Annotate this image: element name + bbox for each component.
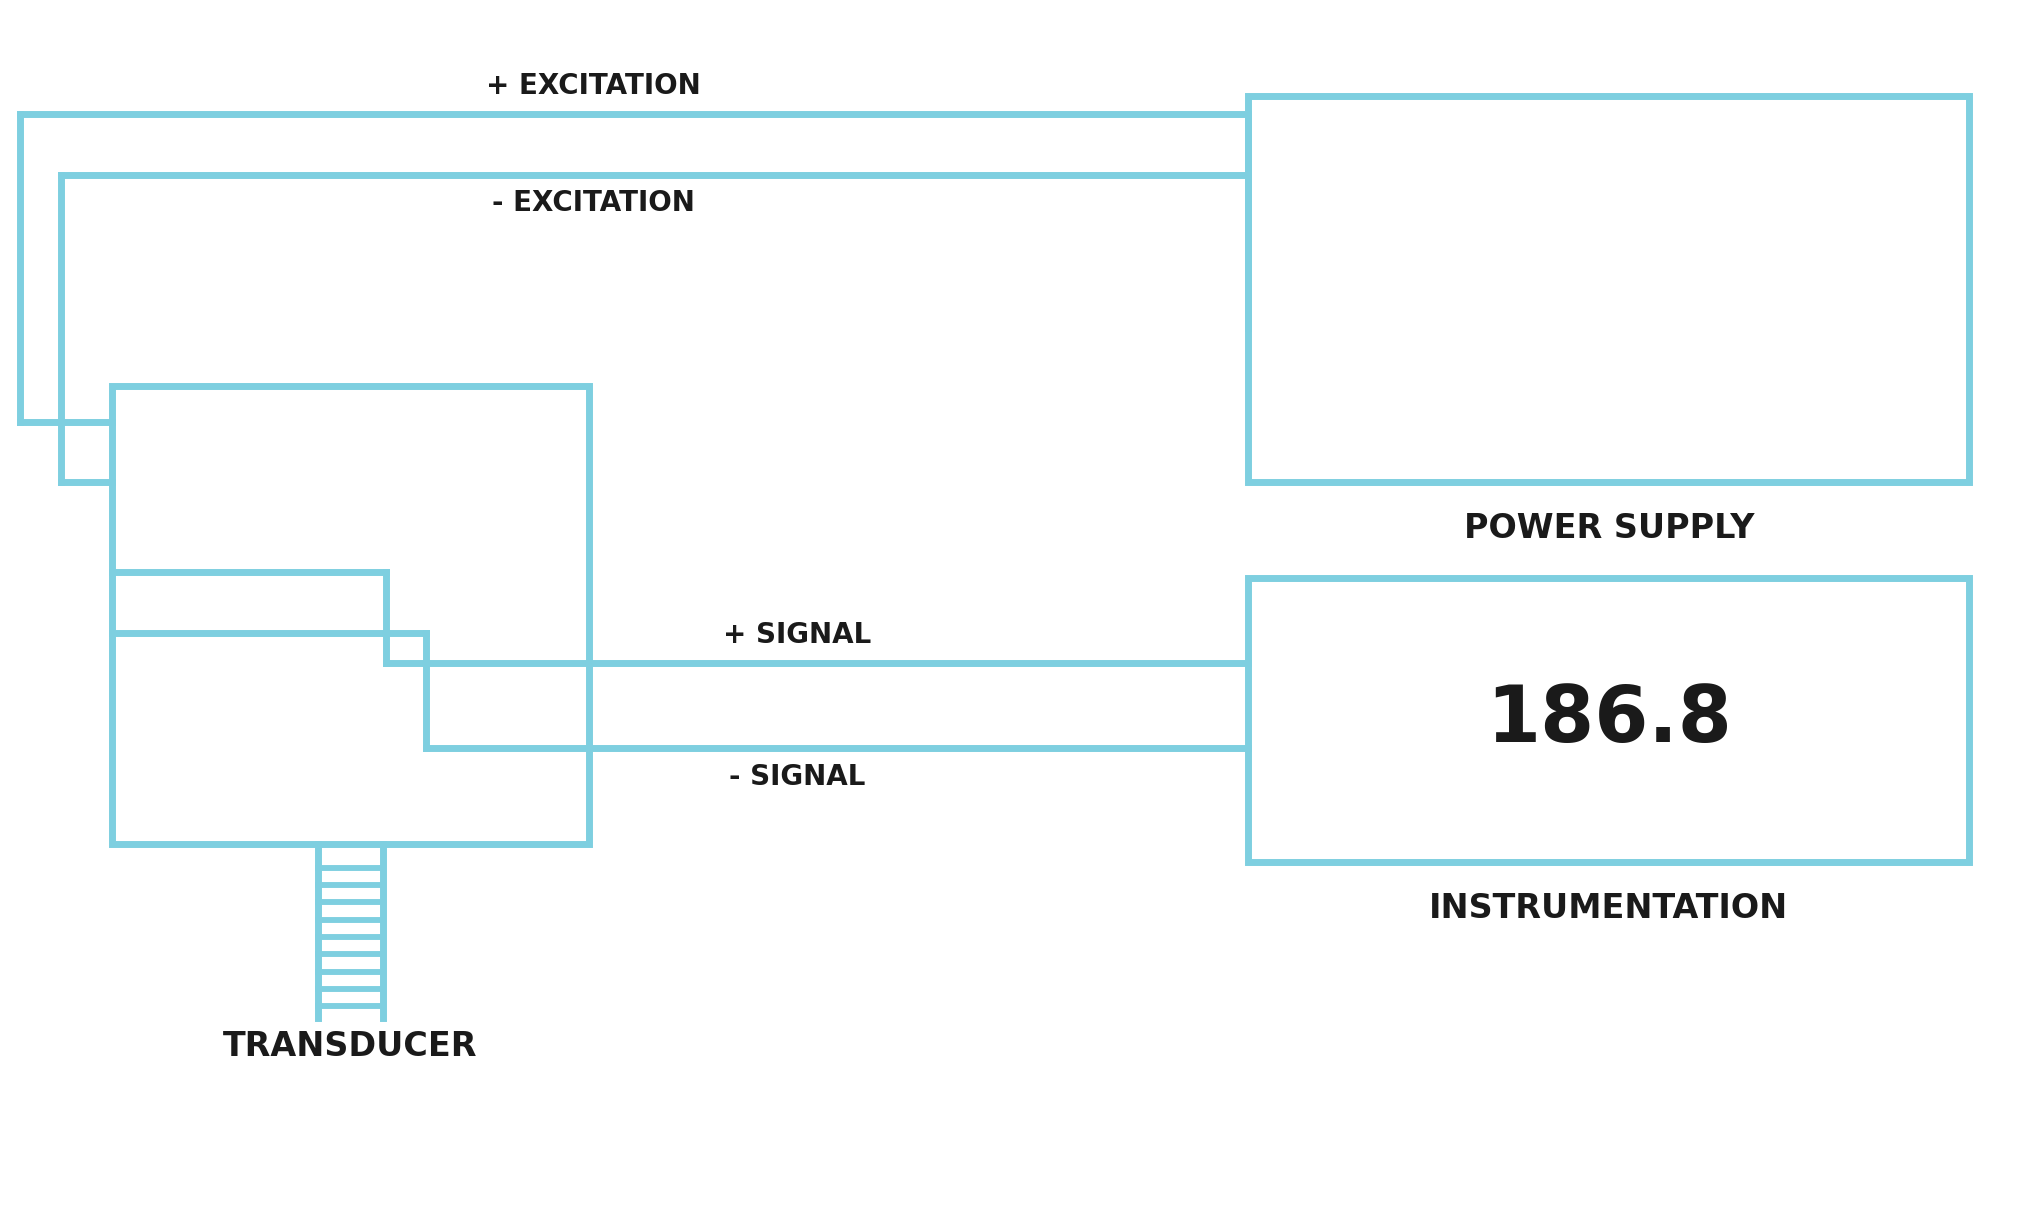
Text: - SIGNAL: - SIGNAL	[729, 763, 865, 790]
Text: 186.8: 186.8	[1486, 682, 1732, 758]
Bar	[112, 386, 589, 844]
Text: - EXCITATION: - EXCITATION	[493, 189, 694, 217]
Text: + SIGNAL: + SIGNAL	[723, 621, 871, 648]
Text: + EXCITATION: + EXCITATION	[487, 72, 700, 100]
Text: POWER SUPPLY: POWER SUPPLY	[1464, 512, 1754, 545]
Text: TRANSDUCER: TRANSDUCER	[223, 1030, 477, 1063]
Text: INSTRUMENTATION: INSTRUMENTATION	[1429, 892, 1788, 924]
Bar	[1248, 578, 1969, 862]
Bar	[1248, 96, 1969, 482]
